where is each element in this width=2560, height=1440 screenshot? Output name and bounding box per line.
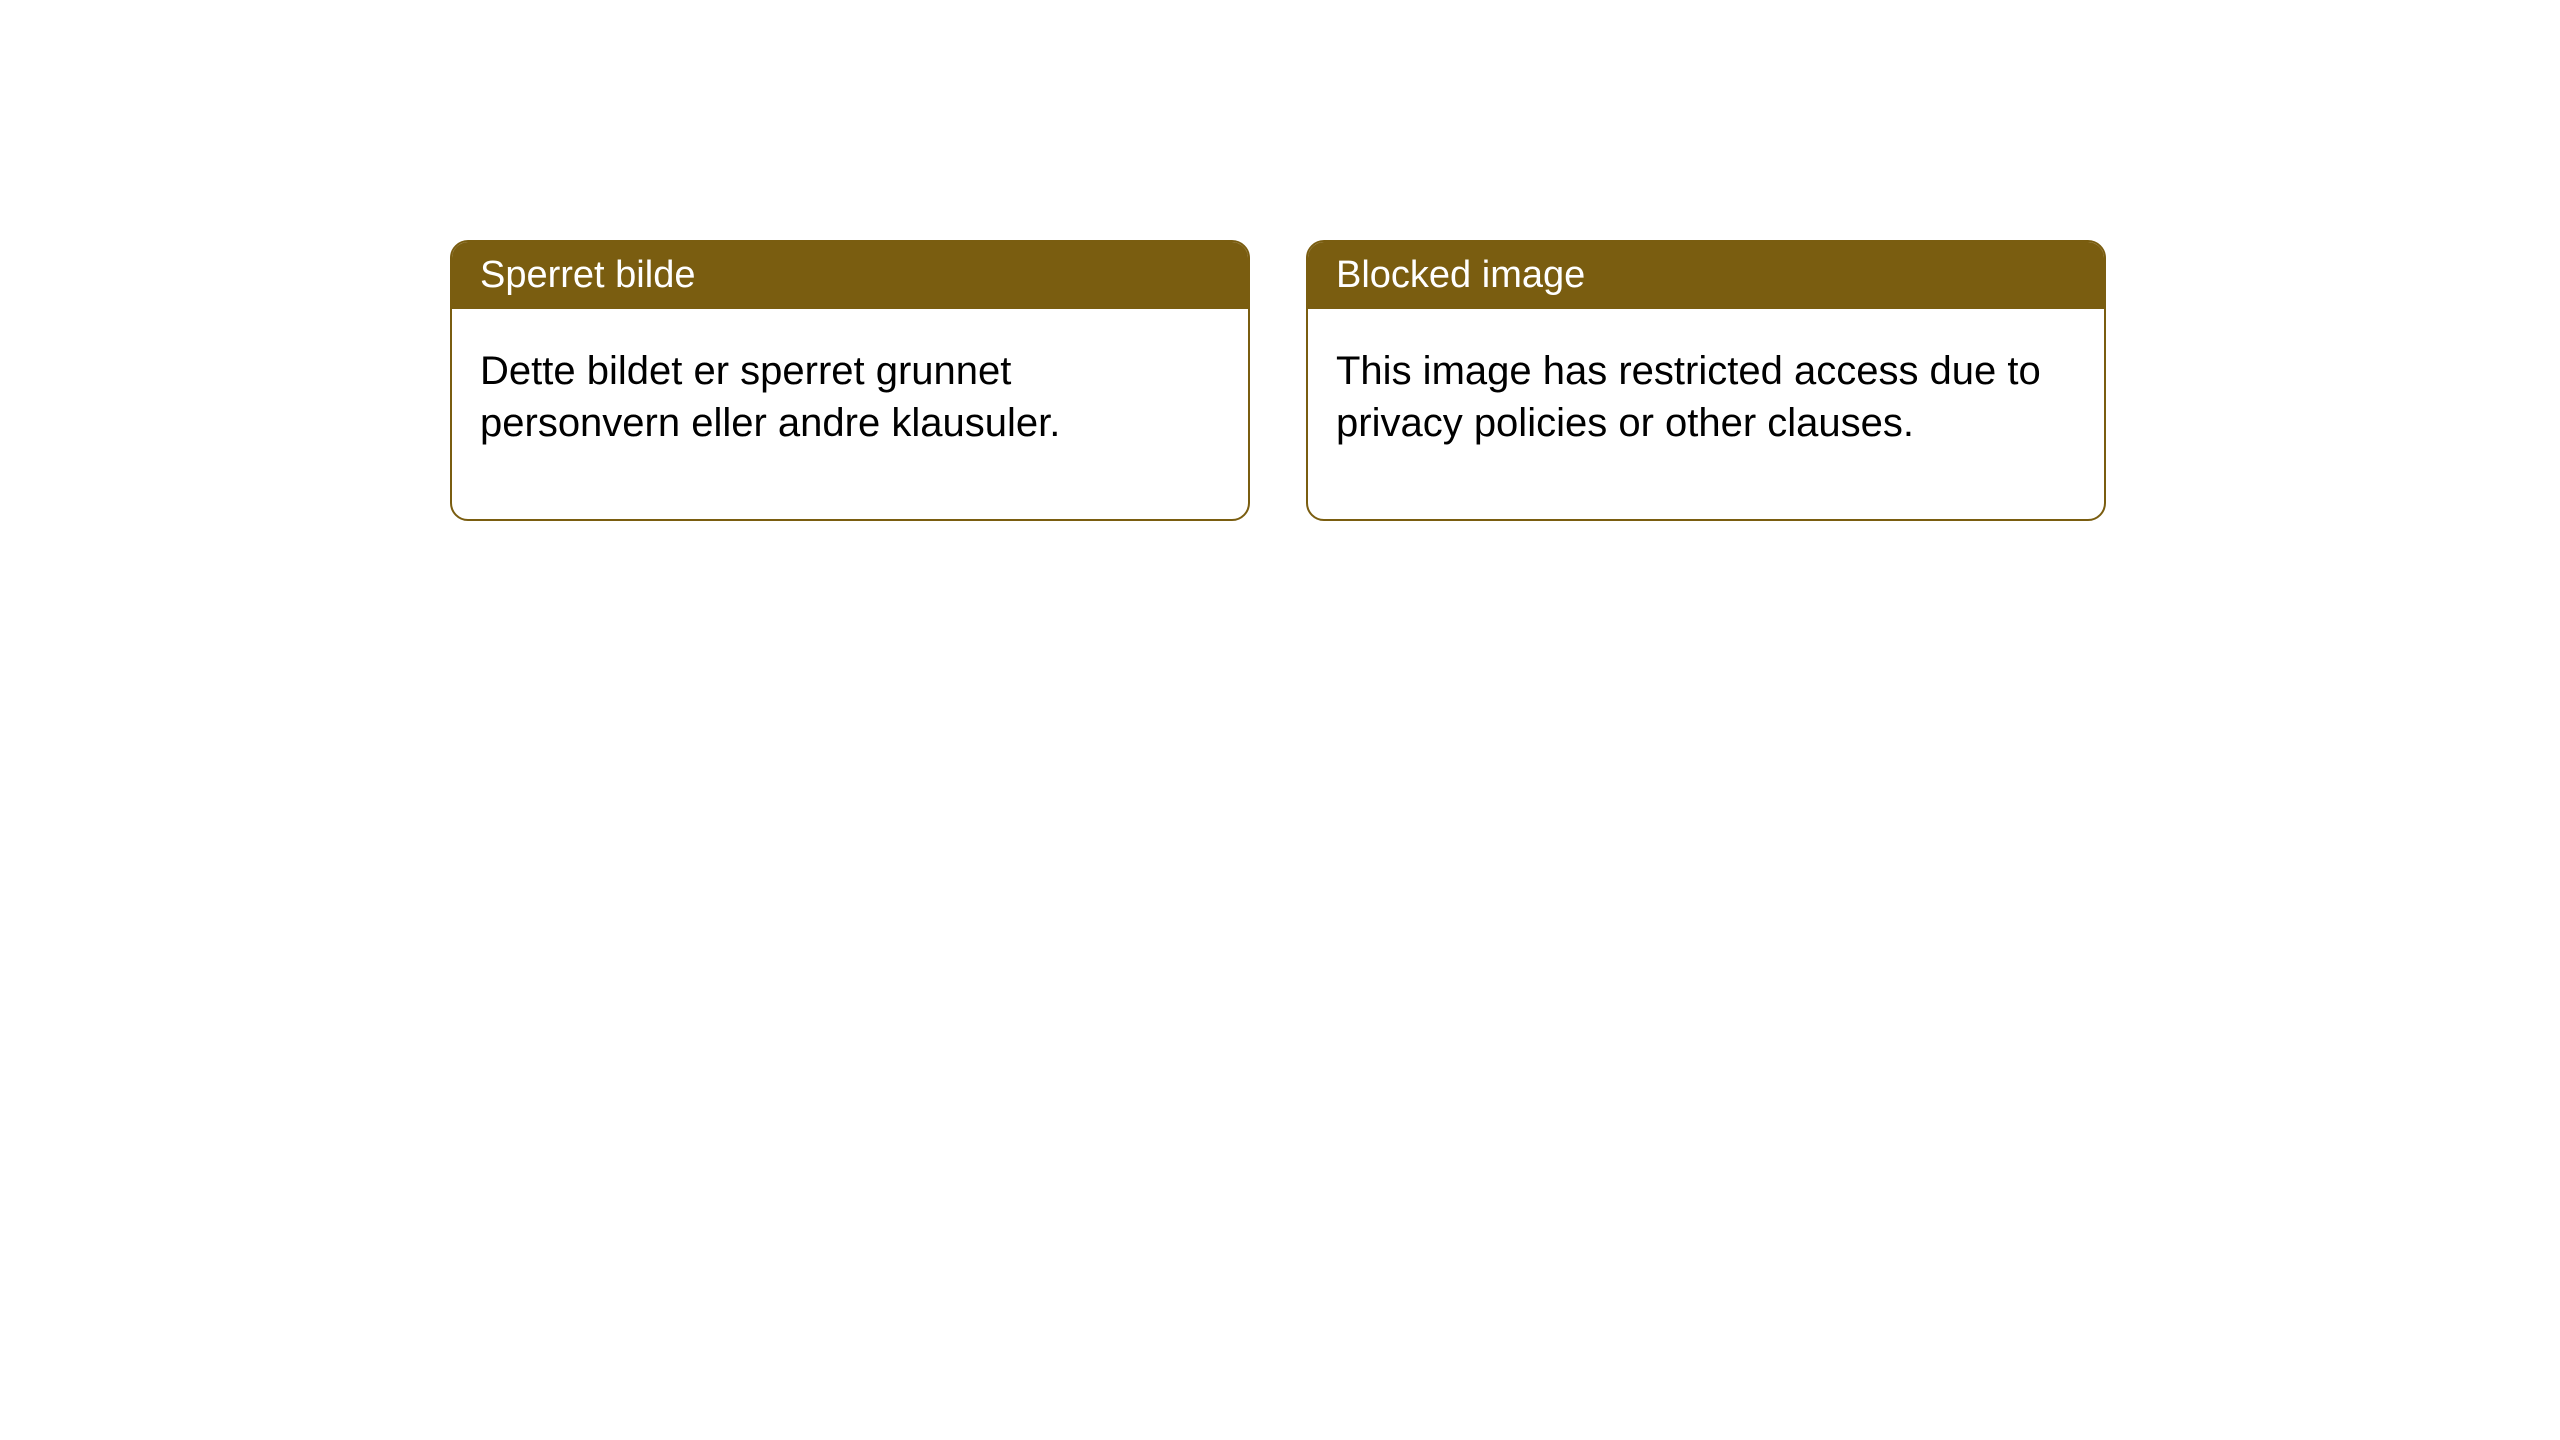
notice-card-english: Blocked image This image has restricted … [1306,240,2106,521]
notice-title: Sperret bilde [452,242,1248,309]
notice-body: Dette bildet er sperret grunnet personve… [452,309,1248,519]
notice-title: Blocked image [1308,242,2104,309]
notice-card-norwegian: Sperret bilde Dette bildet er sperret gr… [450,240,1250,521]
notice-container: Sperret bilde Dette bildet er sperret gr… [0,0,2560,521]
notice-body: This image has restricted access due to … [1308,309,2104,519]
